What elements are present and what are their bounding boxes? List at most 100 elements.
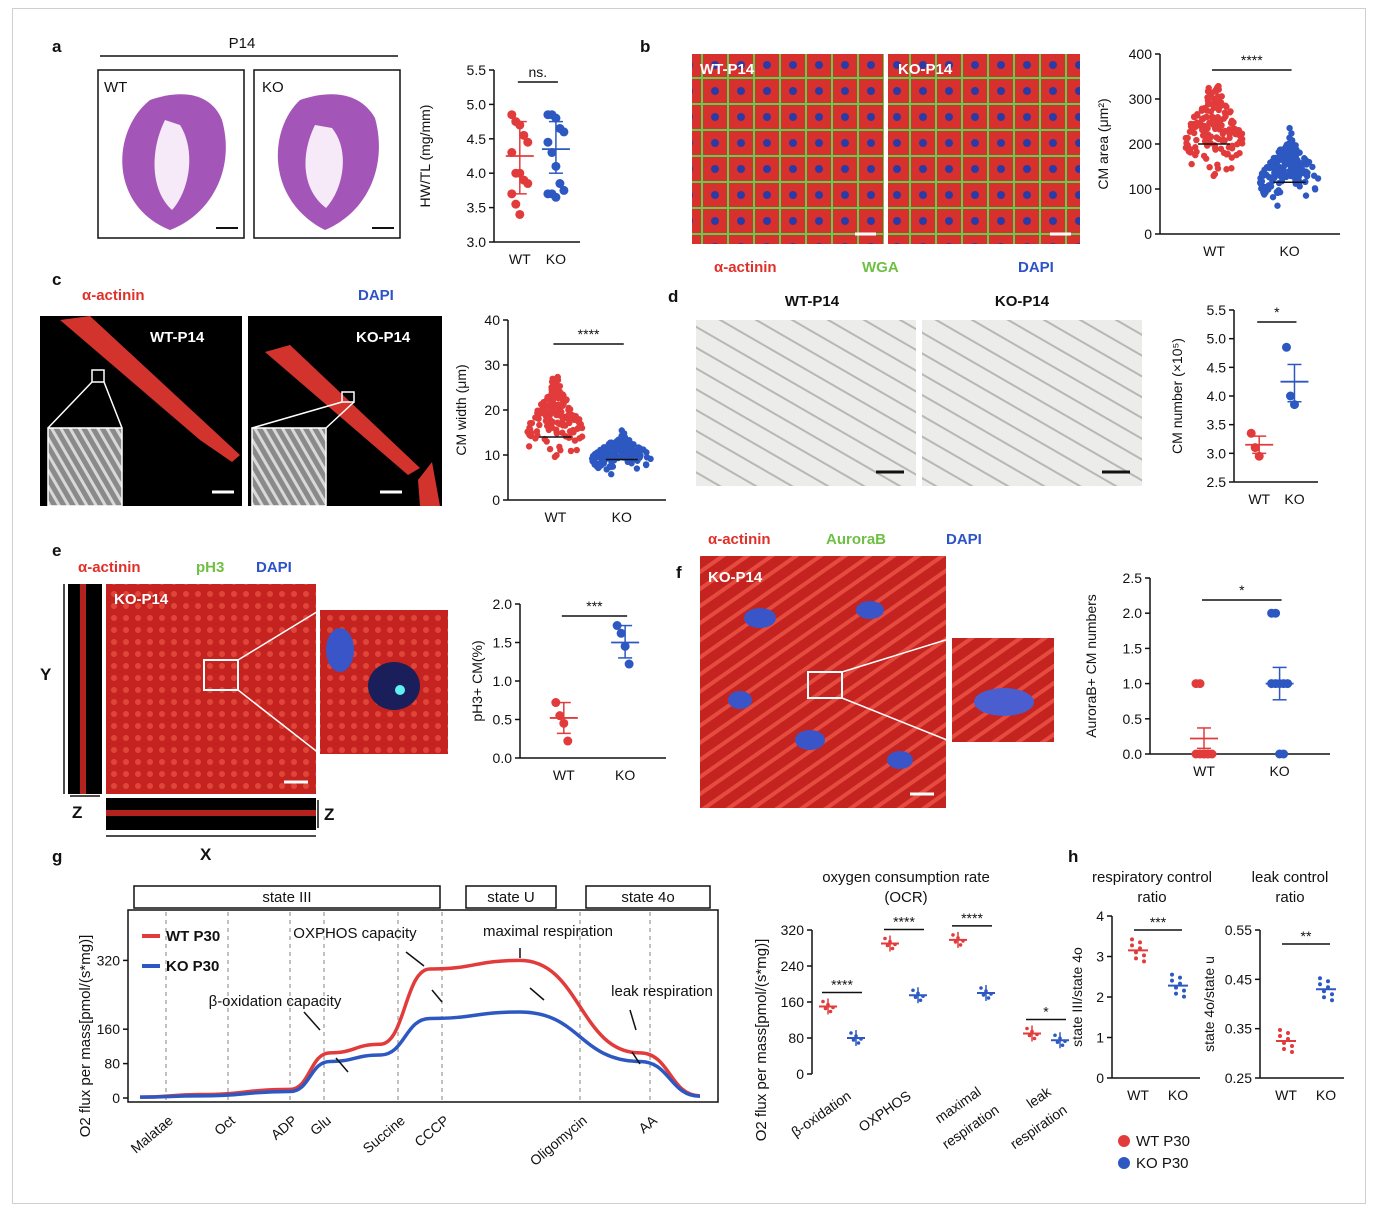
data-point [539, 406, 547, 413]
significance-label: **** [578, 326, 600, 342]
x-tick-label: WT [553, 767, 575, 783]
data-point [1138, 946, 1142, 951]
data-point [1058, 1036, 1062, 1041]
data-point [1200, 152, 1208, 160]
lcr-title-1: leak control [1252, 869, 1329, 886]
state-box-4o: state 4o [621, 889, 674, 906]
y-tick-label: 0.25 [1225, 1070, 1252, 1086]
event-label: Oligomycin [527, 1112, 590, 1169]
data-point [611, 445, 619, 453]
panel-d: WT-P14 KO-P14 2.5 3.0 3.5 4.0 4.5 5.0 5.5 CM nu… [696, 293, 1318, 507]
data-point [554, 383, 561, 390]
state-box-u: state U [487, 889, 535, 906]
rcr-title-1: respiratory control [1092, 869, 1212, 886]
data-point [1282, 1041, 1286, 1045]
data-point [1286, 146, 1294, 153]
data-point [1288, 154, 1295, 161]
legend-ko-p30: KO P30 [166, 958, 219, 975]
data-point [1217, 145, 1225, 152]
data-point [559, 127, 569, 137]
rcr-title-2: ratio [1137, 889, 1166, 906]
data-point [624, 659, 634, 669]
data-point [1186, 128, 1194, 135]
y-tick-label: 0.0 [493, 750, 513, 766]
data-point [1302, 192, 1310, 199]
data-point [1130, 943, 1134, 948]
data-point [1134, 956, 1138, 961]
data-point [1238, 140, 1246, 147]
data-point [532, 435, 539, 442]
micrograph-ko-wga [888, 54, 1080, 244]
data-point [1330, 992, 1334, 997]
micrograph-ko-aurorab [700, 556, 946, 808]
y-tick-label: 5.0 [467, 96, 487, 112]
x-tick-label: WT [1193, 763, 1215, 779]
data-point [1142, 953, 1146, 958]
data-point [1055, 1040, 1060, 1045]
event-label: Oct [211, 1112, 238, 1138]
data-point [627, 445, 634, 452]
data-point [1258, 178, 1266, 185]
data-point [1275, 179, 1283, 187]
panel-f: α-actinin AuroraB DAPI KO-P14 0.0 0.5 1.0 1… [700, 531, 1330, 808]
group-label-p14: P14 [229, 35, 256, 52]
significance-label: *** [1150, 914, 1167, 930]
data-point [979, 986, 983, 990]
y-tick-label: 3.0 [467, 234, 487, 250]
x-tick-label: KO [615, 767, 635, 783]
y-axis-label: CM area (μm²) [1095, 98, 1111, 189]
data-point [1288, 138, 1296, 146]
data-point [1178, 975, 1182, 980]
data-point [647, 455, 654, 463]
data-point [1138, 940, 1142, 945]
cm-area-chart: 0 100 200 300 400 CM area (μm²) WT KO **** [1095, 46, 1340, 259]
data-point [1311, 185, 1319, 192]
data-point [1178, 981, 1182, 986]
data-point [854, 1034, 858, 1038]
data-point [956, 936, 960, 940]
data-point [1303, 172, 1311, 180]
data-point [1318, 982, 1322, 987]
data-point [1290, 1044, 1294, 1048]
data-point [558, 408, 565, 416]
data-point [559, 185, 569, 195]
significance-label: **** [831, 977, 853, 993]
panel-letter-h: h [1068, 847, 1078, 866]
data-point [1214, 93, 1222, 100]
data-point [578, 424, 586, 432]
wt-image-label: WT [104, 79, 127, 96]
data-point [1060, 1043, 1065, 1048]
event-label: Malatae [127, 1112, 176, 1156]
data-point [1330, 998, 1334, 1003]
data-point [821, 999, 825, 1004]
data-point [1289, 173, 1297, 180]
data-point [573, 446, 580, 454]
data-point [1314, 175, 1322, 182]
data-point [851, 1038, 856, 1042]
y-tick-label: 0 [492, 492, 500, 508]
data-point [918, 998, 923, 1003]
state-box-iii: state III [262, 889, 311, 906]
y-tick-label: 0 [796, 1066, 804, 1082]
stain-alpha-actinin-e: α-actinin [78, 559, 141, 576]
ocr-ylabel: O2 flux per mass[pmol/(s*mg)] [753, 939, 770, 1142]
data-point [1285, 391, 1295, 401]
category-label: leak [1024, 1083, 1055, 1111]
data-point [1212, 146, 1219, 153]
data-point [1220, 137, 1228, 144]
data-point [511, 199, 521, 209]
y-tick-label: 4.5 [467, 131, 487, 147]
panel-letter-g: g [52, 847, 62, 866]
data-point [1237, 133, 1244, 140]
y-tick-label: 2.0 [493, 596, 513, 612]
event-label: AA [635, 1112, 660, 1137]
cm-width-chart: 0 10 20 30 40 CM width (μm) WT KO **** [453, 312, 666, 525]
y-tick-label: 0 [1144, 226, 1152, 242]
data-point [1063, 1039, 1067, 1044]
x-tick-label: KO [1284, 491, 1304, 507]
panel-letter-b: b [640, 37, 650, 56]
img-label-wt: WT-P14 [700, 61, 755, 78]
annotation-oxphos: OXPHOS capacity [293, 925, 417, 942]
data-point [890, 946, 895, 951]
